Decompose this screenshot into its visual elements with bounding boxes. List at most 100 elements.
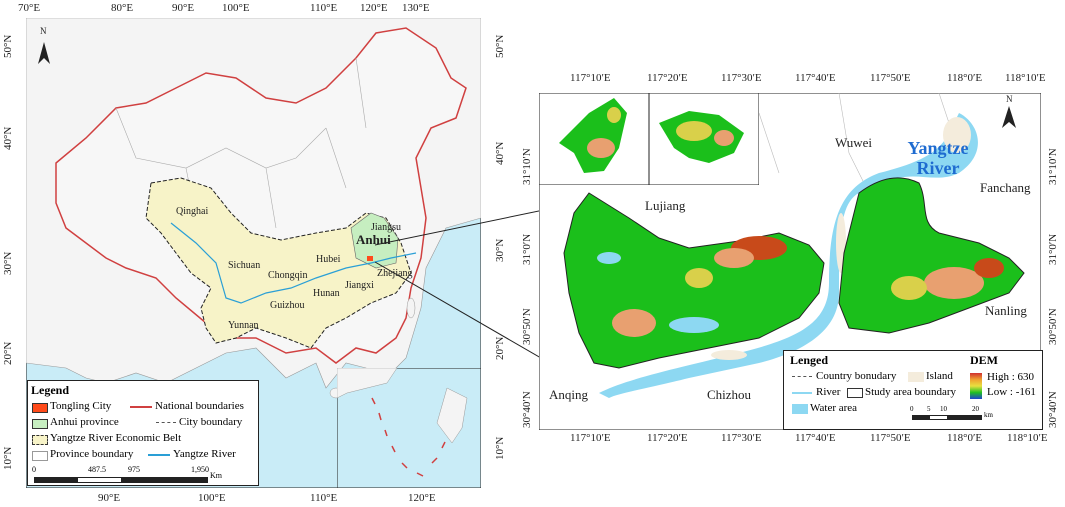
tick: 100°E (222, 2, 250, 14)
region-label: Hunan (313, 288, 340, 299)
scale-bar (912, 415, 982, 420)
tick: 117°20′E (647, 72, 688, 84)
scale-unit: Km (210, 471, 222, 480)
tick: 30°40′N (521, 391, 533, 428)
place-label: Chizhou (707, 387, 752, 402)
south-china-sea-inset (337, 368, 481, 488)
tick: 30°50′N (1047, 308, 1059, 345)
legend-item: Tongling City (50, 400, 112, 412)
tick: 118°10′E (1005, 72, 1046, 84)
legend-swatch (32, 435, 48, 445)
tick: 118°10′E (1007, 432, 1048, 444)
north-label: N (1006, 94, 1013, 104)
tick: 117°30′E (721, 432, 762, 444)
scale-label: 487.5 (88, 465, 106, 474)
region-label: Jiangxi (345, 280, 374, 291)
region-label: Qinghai (176, 206, 209, 217)
place-label: Lujiang (645, 198, 686, 213)
left-map: 70°E 80°E 90°E 100°E 110°E 120°E 130°E 5… (0, 0, 515, 507)
tick: 117°40′E (795, 72, 836, 84)
legend-item: Study area boundary (865, 386, 957, 398)
right-map: 117°10′E 117°20′E 117°30′E 117°40′E 117°… (515, 0, 1065, 507)
region-label: Guizhou (270, 300, 305, 311)
legend-title: Lenged (790, 353, 829, 367)
tick: 117°20′E (647, 432, 688, 444)
tick: 100°E (198, 492, 226, 504)
legend-item: Island (926, 370, 953, 382)
scale-unit: km (984, 411, 993, 419)
legend-item: Province boundary (50, 448, 134, 460)
legend-swatch (847, 388, 863, 398)
legend-item: Water area (810, 402, 858, 414)
tick: 110°E (310, 2, 338, 14)
north-arrow-icon (34, 28, 54, 68)
place-label: Anqing (549, 387, 588, 402)
left-legend: Legend Tongling City National boundaries… (27, 380, 259, 486)
tick: 117°40′E (795, 432, 836, 444)
legend-line (148, 454, 170, 456)
dem-low: Low : -161 (987, 386, 1036, 398)
north-arrow-icon (1002, 106, 1016, 128)
legend-swatch (792, 404, 808, 414)
tick: 130°E (402, 2, 430, 14)
scale-label: 0 (32, 465, 36, 474)
legend-item: Anhui province (50, 416, 119, 428)
scale-label: 20 (972, 405, 979, 413)
tick: 117°10′E (570, 432, 611, 444)
region-label: Yunnan (228, 320, 259, 331)
tick: 117°50′E (870, 432, 911, 444)
dem-high: High : 630 (987, 371, 1035, 383)
legend-title: Legend (31, 383, 70, 397)
region-label: Jiangsu (371, 222, 401, 233)
legend-item: National boundaries (155, 400, 244, 412)
tick: 31°0′N (521, 233, 533, 265)
legend-swatch (32, 403, 48, 413)
region-label: Hubei (316, 254, 341, 265)
region-label: Sichuan (228, 260, 261, 271)
region-label: Chongqin (268, 270, 308, 281)
tick: 80°E (111, 2, 134, 14)
tick: 30°40′N (1047, 391, 1059, 428)
dem-inset-1 (539, 93, 649, 185)
scale-label: 10 (940, 405, 947, 413)
tick: 120°E (408, 492, 436, 504)
tick: 31°10′N (1047, 148, 1059, 185)
legend-item: Country bonudary (816, 370, 897, 382)
tick: 70°E (18, 2, 41, 14)
legend-item: City boundary (179, 416, 243, 428)
legend-line (156, 422, 176, 423)
legend-swatch (32, 419, 48, 429)
tick: 117°30′E (721, 72, 762, 84)
legend-item: Yangtze River Economic Belt (50, 432, 182, 444)
tick: 118°0′E (947, 432, 983, 444)
legend-item: River (816, 386, 841, 398)
scale-label: 5 (927, 405, 931, 413)
tick: 90°E (172, 2, 195, 14)
tick: 117°10′E (570, 72, 611, 84)
tick: 90°E (98, 492, 121, 504)
legend-line (792, 392, 812, 394)
legend-swatch (32, 451, 48, 461)
tick: 30°50′N (521, 308, 533, 345)
tick: 31°0′N (1047, 233, 1059, 265)
north-label: N (40, 26, 47, 36)
dem-title: DEM (970, 353, 998, 367)
dem-ramp (970, 373, 982, 399)
scale-label: 1,950 (191, 465, 209, 474)
legend-line (130, 406, 152, 408)
legend-item: Yangtze River (173, 448, 236, 460)
place-label: Fanchang (980, 180, 1031, 195)
scale-label: 0 (910, 405, 914, 413)
dem-inset-2 (649, 93, 759, 185)
right-legend: Lenged DEM Country bonudary Island River… (783, 350, 1043, 430)
legend-swatch (908, 372, 924, 382)
place-label: Nanling (985, 303, 1027, 318)
scale-bar (34, 477, 208, 483)
tick: 110°E (310, 492, 338, 504)
river-title: Yangtze River (907, 138, 969, 178)
place-label: Wuwei (835, 135, 873, 150)
tick: 117°50′E (870, 72, 911, 84)
tick: 120°E (360, 2, 388, 14)
tick: 118°0′E (947, 72, 983, 84)
scale-label: 975 (128, 465, 140, 474)
